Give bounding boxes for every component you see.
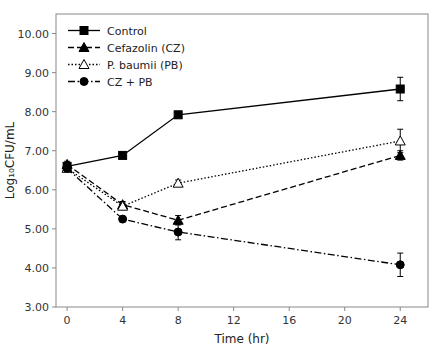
data-point (395, 136, 405, 145)
background (0, 0, 442, 351)
series (62, 129, 405, 210)
y-tick (52, 267, 56, 268)
x-tick (400, 307, 401, 311)
data-point (119, 215, 127, 223)
series-line (67, 141, 400, 206)
data-point (62, 163, 72, 172)
legend-marker (79, 43, 89, 52)
y-tick-label: 3.00 (25, 301, 50, 314)
x-tick-label: 20 (338, 314, 352, 327)
y-tick-label: 8.00 (25, 106, 50, 119)
y-tick-label: 6.00 (25, 184, 50, 197)
error-bar (175, 224, 181, 240)
data-point (173, 178, 183, 187)
data-point (173, 215, 183, 224)
y-tick (52, 72, 56, 73)
error-bar (120, 152, 126, 158)
data-point (63, 164, 71, 172)
legend-marker (79, 60, 89, 69)
plot-frame (56, 14, 428, 307)
y-axis-label: Log₁₀CFU/mL (3, 121, 17, 199)
x-tick (178, 307, 179, 311)
y-tick-label: 5.00 (25, 223, 50, 236)
legend-label: CZ + PB (107, 76, 153, 89)
y-tick-label: 10.00 (18, 28, 50, 41)
x-tick-label: 0 (64, 314, 71, 327)
y-tick (52, 189, 56, 190)
legend-label: P. baumii (PB) (107, 59, 183, 72)
data-point (396, 261, 404, 269)
y-tick (52, 33, 56, 34)
data-point (396, 85, 404, 93)
x-tick-label: 4 (119, 314, 126, 327)
data-point (119, 151, 127, 159)
series-line (67, 155, 400, 220)
x-tick-label: 24 (393, 314, 407, 327)
y-tick (52, 150, 56, 151)
error-bar (397, 77, 403, 100)
data-point (118, 201, 128, 210)
y-tick (52, 228, 56, 229)
legend-marker (80, 27, 88, 35)
data-point (174, 228, 182, 236)
series-line (67, 89, 400, 166)
series (63, 164, 404, 276)
x-tick (122, 307, 123, 311)
x-tick (233, 307, 234, 311)
legend-label: Cefazolin (CZ) (107, 42, 185, 55)
legend-label: Control (107, 25, 147, 38)
series (63, 77, 404, 170)
series (62, 150, 405, 225)
error-bar (64, 165, 70, 171)
chart: 3.00 4.00 5.00 6.00 7.00 8.00 9.00 10.00 0 4 8 12 16… (0, 0, 442, 351)
x-tick-label: 12 (227, 314, 241, 327)
y-tick (52, 111, 56, 112)
legend: Control Cefazolin (CZ) P. baumii (PB) CZ + … (68, 25, 185, 89)
legend-marker (80, 78, 88, 86)
series-line (67, 168, 400, 264)
x-tick (67, 307, 68, 311)
x-tick-label: 16 (282, 314, 296, 327)
error-bar (64, 165, 70, 171)
x-tick (344, 307, 345, 311)
plot-area (62, 77, 405, 276)
y-tick-label: 9.00 (25, 67, 50, 80)
x-tick-label: 8 (175, 314, 182, 327)
y-tick-label: 7.00 (25, 145, 50, 158)
x-tick (289, 307, 290, 311)
x-axis-label: Time (hr) (213, 332, 269, 346)
data-point (174, 111, 182, 119)
error-bar (397, 253, 403, 276)
y-tick (52, 307, 56, 308)
error-bar (175, 112, 181, 118)
y-tick-label: 4.00 (25, 262, 50, 275)
